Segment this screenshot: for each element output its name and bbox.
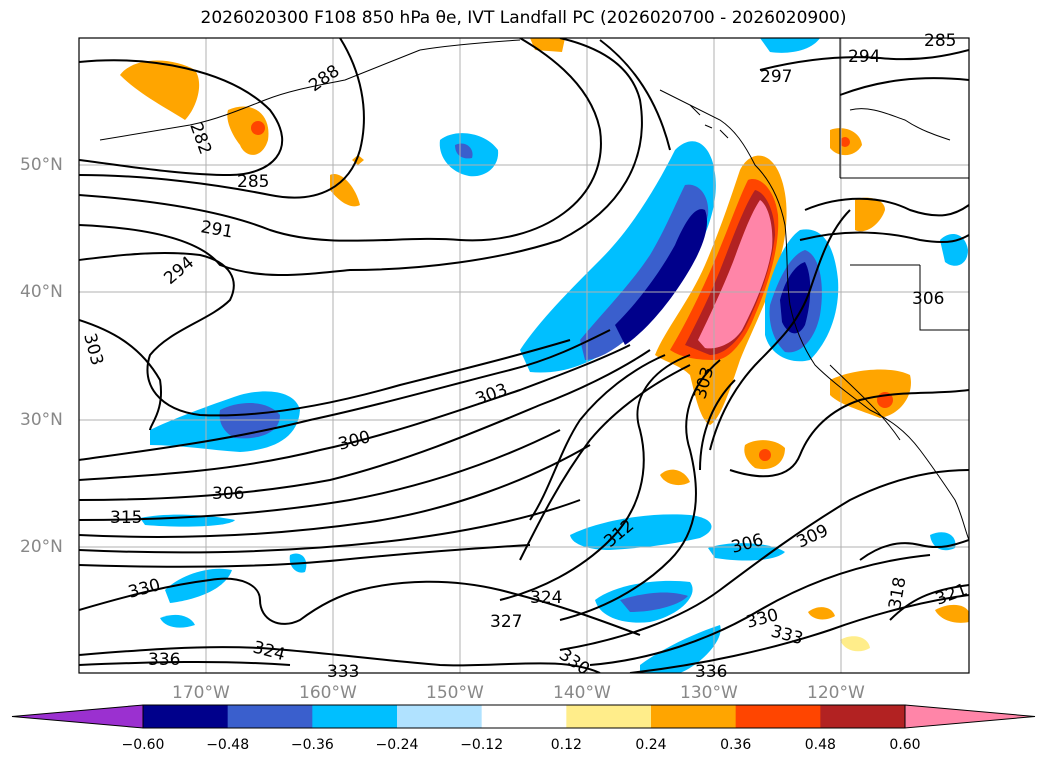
colorbar-tick-label: −0.36: [290, 737, 334, 753]
colorbar-tick-label: 0.24: [635, 737, 667, 753]
colorbar-tick-label: −0.48: [206, 737, 250, 753]
lon-label: 130°W: [680, 683, 738, 703]
lon-label: 150°W: [426, 683, 484, 703]
map-frame: [78, 37, 970, 674]
colorbar-segment: [820, 705, 906, 728]
colorbar-extend-high: [904, 704, 1036, 729]
colorbar-segment: [143, 705, 229, 728]
contour-label: 336: [695, 662, 727, 682]
colorbar-tick-label: 0.36: [720, 737, 752, 753]
positive-anomaly-patch: [935, 604, 969, 623]
colorbar-outline: [142, 704, 906, 729]
colorbar-segment: [566, 705, 652, 728]
ivt-shading: [120, 38, 969, 673]
contour-label-group: 282 285 288 291 294 297 300 303 303 303 …: [79, 31, 970, 682]
negative-anomaly-patch: [165, 568, 232, 603]
gridlines: [79, 38, 969, 673]
negative-anomaly-patch: [455, 143, 473, 159]
contour-label: 333: [327, 662, 359, 682]
negative-anomaly-band: [580, 184, 709, 360]
colorbar-tick-label: 0.48: [804, 737, 836, 753]
negative-anomaly-patch: [160, 614, 195, 628]
contour-label: 315: [110, 508, 142, 528]
lat-label: 30°N: [20, 410, 63, 430]
theta-e-contours: [79, 38, 969, 673]
negative-anomaly-patch: [570, 514, 712, 550]
positive-anomaly-patch: [660, 469, 690, 486]
contour-label: 327: [490, 612, 522, 632]
negative-anomaly-patch: [640, 625, 721, 673]
coastlines: [99, 38, 969, 541]
colorbar: [11, 704, 1036, 729]
colorbar-segment: [227, 705, 313, 728]
colorbar-segment: [651, 705, 737, 728]
lat-label: 40°N: [20, 282, 63, 302]
lon-label: 120°W: [807, 683, 865, 703]
colorbar-segment: [312, 705, 398, 728]
negative-anomaly-band: [520, 141, 716, 373]
contour-label: 306: [912, 289, 944, 309]
colorbar-segment: [397, 705, 483, 728]
lon-label: 140°W: [553, 683, 611, 703]
negative-anomaly-patch: [760, 38, 820, 53]
positive-anomaly-patch: [808, 607, 835, 620]
contour-label: 324: [530, 588, 562, 608]
positive-anomaly-patch: [330, 174, 360, 207]
lon-label: 170°W: [172, 683, 230, 703]
colorbar-tick-label: −0.60: [121, 737, 165, 753]
colorbar-tick-label: 0.60: [889, 737, 921, 753]
positive-anomaly-patch: [830, 369, 911, 418]
contour-label: 285: [237, 172, 269, 192]
colorbar-tick-label: −0.24: [375, 737, 419, 753]
positive-anomaly-patch: [120, 60, 200, 120]
contour-label: 285: [924, 31, 956, 51]
contour-label: 294: [848, 47, 880, 67]
colorbar-extend-low: [11, 704, 144, 729]
positive-anomaly-band: [698, 200, 773, 349]
positive-anomaly-patch: [840, 636, 870, 652]
colorbar-tick-label: 0.12: [550, 737, 582, 753]
positive-anomaly-patch: [227, 106, 269, 155]
colorbar-segment: [481, 705, 567, 728]
negative-anomaly-patch: [620, 592, 688, 612]
lat-label: 50°N: [20, 155, 63, 175]
negative-anomaly-band: [615, 209, 708, 345]
lat-label: 20°N: [20, 537, 63, 557]
positive-anomaly-patch: [530, 38, 565, 52]
contour-label: 306: [212, 484, 244, 504]
colorbar-segment: [735, 705, 821, 728]
contour-label: 336: [148, 650, 180, 670]
chart-title: 2026020300 F108 850 hPa θe, IVT Landfall…: [200, 8, 847, 28]
lon-label: 160°W: [299, 683, 357, 703]
contour-label: 297: [760, 67, 792, 87]
positive-anomaly-patch: [855, 197, 885, 232]
colorbar-tick-label: −0.12: [460, 737, 504, 753]
